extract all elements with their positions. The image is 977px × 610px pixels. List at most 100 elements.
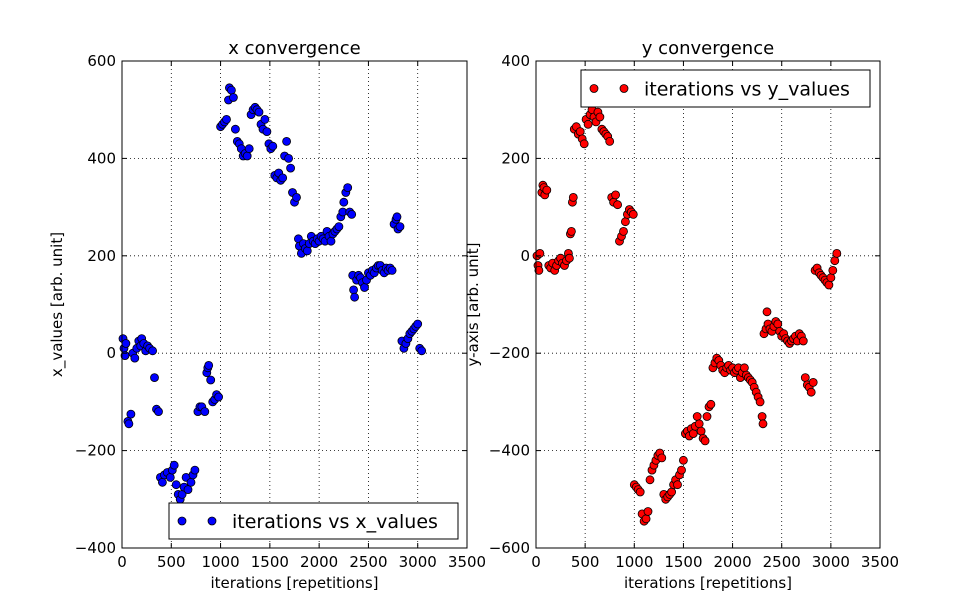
data-point <box>334 222 344 232</box>
chart-title: x convergence <box>228 38 360 59</box>
data-point <box>284 153 294 163</box>
data-point <box>126 409 136 419</box>
data-point <box>254 107 264 117</box>
data-point <box>641 514 651 524</box>
data-point <box>619 226 628 236</box>
data-point <box>677 465 686 475</box>
data-point <box>124 419 134 429</box>
x-tick-label: 0 <box>117 553 127 571</box>
data-point <box>200 407 210 417</box>
data-point <box>757 412 767 421</box>
y-tick-label: −400 <box>489 442 530 460</box>
x-tick-label: 1500 <box>251 553 289 571</box>
data-point <box>800 373 810 383</box>
data-point <box>228 93 238 102</box>
data-point <box>832 248 842 258</box>
data-point <box>568 192 578 202</box>
legend: iterations vs y_values <box>580 69 871 108</box>
data-point <box>230 124 240 134</box>
y-tick-label: 200 <box>87 247 116 265</box>
data-point <box>339 197 349 207</box>
data-point <box>534 265 544 275</box>
data-point <box>762 307 772 317</box>
data-point <box>183 485 193 495</box>
data-point <box>214 392 224 402</box>
data-point <box>278 173 288 183</box>
data-point <box>830 256 840 266</box>
data-point <box>773 319 783 329</box>
y-tick-label: −400 <box>75 539 116 557</box>
data-point <box>292 192 301 202</box>
data-point <box>645 475 655 485</box>
legend: iterations vs x_values <box>168 502 459 540</box>
plot-area <box>536 61 880 548</box>
data-point <box>171 480 181 490</box>
data-point <box>613 200 622 210</box>
data-point <box>565 253 574 263</box>
data-point <box>605 136 615 146</box>
data-point <box>657 453 667 463</box>
data-point <box>694 419 704 429</box>
data-point <box>583 119 593 129</box>
data-point <box>186 477 196 487</box>
y-tick-label: 400 <box>501 52 530 70</box>
legend-box <box>168 502 459 540</box>
x-tick-label: 2500 <box>349 553 387 571</box>
data-point <box>635 487 645 497</box>
x-tick-label: 2000 <box>300 553 338 571</box>
data-point <box>260 115 270 124</box>
data-point <box>806 387 816 397</box>
legend-label: iterations vs y_values <box>644 79 850 101</box>
data-point <box>282 136 292 146</box>
plot-frame <box>121 60 468 549</box>
legend-marker <box>177 516 187 526</box>
data-point <box>542 185 552 195</box>
data-point <box>148 346 158 356</box>
data-point <box>692 412 702 421</box>
data-point <box>387 265 397 275</box>
data-point <box>326 236 336 246</box>
data-point <box>628 209 638 219</box>
legend-box <box>580 69 871 108</box>
data-point <box>643 507 653 516</box>
data-point <box>679 455 688 465</box>
x-tick-label: 3000 <box>399 553 437 571</box>
x-tick-label: 3000 <box>812 553 850 571</box>
data-point <box>417 346 427 356</box>
chart-title: y convergence <box>642 38 774 59</box>
data-point <box>808 377 818 387</box>
data-point <box>302 246 312 256</box>
data-point <box>567 226 576 236</box>
data-point <box>226 85 236 95</box>
legend-marker <box>619 84 629 93</box>
data-point <box>268 141 278 151</box>
data-point <box>165 472 175 482</box>
data-point <box>413 319 423 329</box>
data-point <box>700 436 710 446</box>
y-tick-label: 0 <box>106 344 116 362</box>
data-point <box>286 163 296 173</box>
x-tick-label: 1000 <box>201 553 239 571</box>
x-axis-label: iterations [repetitions] <box>210 574 378 592</box>
x-convergence-panel: 0 500 1000 1500 2000 2500 3000 35006004002000−2… <box>48 38 486 592</box>
x-tick-label: 1000 <box>615 553 653 571</box>
data-point <box>798 336 808 346</box>
x-tick-label: 3500 <box>861 553 899 571</box>
x-tick-label: 500 <box>571 553 600 571</box>
data-point <box>242 151 252 161</box>
data-point <box>154 407 163 417</box>
data-point <box>611 190 620 200</box>
x-tick-label: 2000 <box>713 553 751 571</box>
data-point <box>130 353 140 363</box>
y-tick-label: −600 <box>489 539 530 557</box>
data-point <box>755 397 765 407</box>
data-point <box>673 480 682 490</box>
data-point <box>824 280 834 290</box>
data-point <box>343 183 353 193</box>
data-point <box>262 127 272 137</box>
data-point <box>758 419 768 429</box>
y-tick-label: −200 <box>75 442 116 460</box>
data-point <box>828 265 838 275</box>
x-tick-label: 0 <box>531 553 541 571</box>
